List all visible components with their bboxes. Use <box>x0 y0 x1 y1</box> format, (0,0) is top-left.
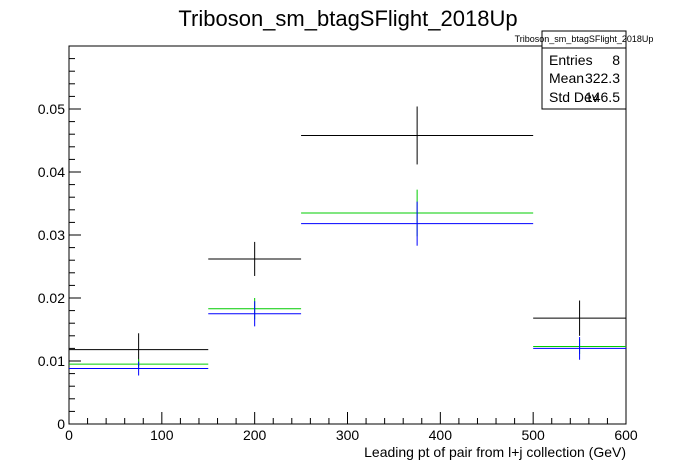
x-axis-title: Leading pt of pair from l+j collection (… <box>364 444 626 460</box>
series-0 <box>69 106 626 367</box>
y-tick-label: 0.04 <box>38 164 65 180</box>
x-tick-label: 400 <box>429 427 453 443</box>
y-tick-label: 0.05 <box>38 101 65 117</box>
y-tick-label: 0.03 <box>38 227 65 243</box>
stats-mean-label: Mean <box>549 70 584 86</box>
y-tick-label: 0.01 <box>38 353 65 369</box>
x-axis: 0 100 200 300 400 500 600 <box>65 412 638 443</box>
stats-entries-value: 8 <box>612 52 620 68</box>
series-1 <box>69 189 626 370</box>
y-axis: 0 0.01 0.02 0.03 0.04 0.05 <box>38 45 81 432</box>
stats-entries-label: Entries <box>549 52 593 68</box>
stats-box-border <box>541 30 627 110</box>
x-tick-label: 100 <box>150 427 174 443</box>
chart-title: Triboson_sm_btagSFlight_2018Up <box>178 6 517 31</box>
x-tick-label: 200 <box>243 427 267 443</box>
stats-box: Triboson_sm_btagSFlight_2018Up Entries 8… <box>515 30 654 110</box>
stats-mean-value: 322.3 <box>585 70 620 86</box>
stats-stddev-value: 146.5 <box>585 89 620 105</box>
x-tick-label: 0 <box>65 427 73 443</box>
data-series <box>69 106 626 376</box>
x-tick-label: 600 <box>614 427 638 443</box>
x-tick-label: 300 <box>336 427 360 443</box>
series-2 <box>69 201 626 376</box>
y-tick-label: 0 <box>57 416 65 432</box>
y-tick-label: 0.02 <box>38 290 65 306</box>
x-tick-label: 500 <box>521 427 545 443</box>
stats-stddev-label: Std Dev <box>549 89 599 105</box>
stats-box-title: Triboson_sm_btagSFlight_2018Up <box>515 34 654 44</box>
